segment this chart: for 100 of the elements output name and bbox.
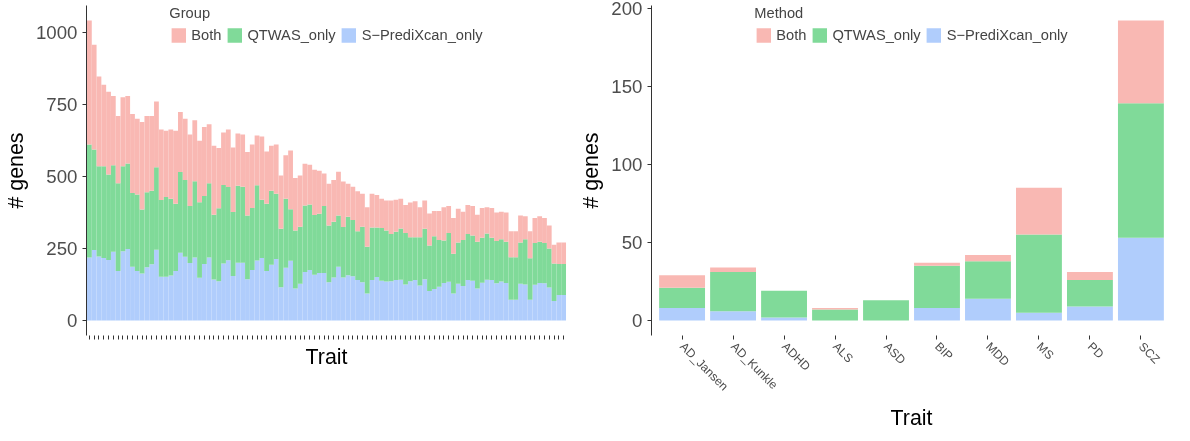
bar xyxy=(235,262,241,321)
y-tick-label: 200 xyxy=(611,0,643,19)
bar xyxy=(91,250,97,321)
bar xyxy=(412,201,418,238)
bar xyxy=(1066,272,1113,280)
bar xyxy=(812,309,858,321)
bar xyxy=(479,208,485,238)
bar xyxy=(441,283,447,321)
bar xyxy=(455,283,461,321)
legend-label: Both xyxy=(776,27,807,43)
bar xyxy=(192,257,198,321)
bar xyxy=(431,289,437,321)
bar xyxy=(1016,312,1062,321)
bar xyxy=(1016,234,1062,313)
bar xyxy=(374,276,380,321)
x-tick-label: MS xyxy=(1034,339,1057,363)
bar xyxy=(489,280,495,321)
bar xyxy=(259,257,265,321)
x-tick-label: BIP xyxy=(932,339,956,364)
y-tick-label: 500 xyxy=(46,165,78,187)
bar xyxy=(659,308,706,321)
bar xyxy=(710,311,757,321)
bar xyxy=(503,283,509,321)
bar xyxy=(388,281,394,321)
bar xyxy=(1117,237,1164,321)
bar xyxy=(659,287,706,308)
bar xyxy=(398,279,404,321)
bar xyxy=(398,198,404,229)
bar xyxy=(914,265,960,308)
bar xyxy=(965,298,1011,321)
legend-label: Both xyxy=(191,27,222,43)
bar xyxy=(556,242,562,264)
bar xyxy=(134,194,140,271)
legend-title: Group xyxy=(169,5,212,21)
bar xyxy=(710,267,757,273)
legend-label: QTWAS_only xyxy=(247,27,336,43)
y-axis-title: # genes xyxy=(579,132,604,209)
bar xyxy=(441,207,447,241)
x-tick-label: ALS xyxy=(830,339,857,366)
bar xyxy=(259,136,265,200)
bar xyxy=(532,284,538,321)
bar xyxy=(101,166,107,258)
bar xyxy=(1066,306,1113,321)
bar xyxy=(350,276,356,321)
bar xyxy=(465,280,471,321)
bar xyxy=(134,270,140,321)
bar xyxy=(489,237,495,281)
bar xyxy=(546,287,552,321)
bar xyxy=(1016,187,1062,235)
bar xyxy=(374,227,380,277)
bar xyxy=(182,256,188,321)
bar xyxy=(965,254,1011,262)
bar xyxy=(710,272,757,312)
bar xyxy=(388,200,394,234)
x-axis-title: Trait xyxy=(305,344,348,369)
legend-label: QTWAS_only xyxy=(832,27,921,43)
bar xyxy=(761,317,807,321)
bar xyxy=(1117,103,1164,238)
bar xyxy=(374,195,380,228)
bar xyxy=(168,198,174,276)
bar xyxy=(914,308,960,321)
y-tick-label: 50 xyxy=(621,231,643,253)
bar xyxy=(388,233,394,282)
y-tick-label: 0 xyxy=(632,310,643,331)
y-tick-label: 100 xyxy=(611,153,643,175)
bar xyxy=(350,220,356,277)
y-tick-label: 750 xyxy=(46,93,78,115)
bar xyxy=(144,267,150,321)
bar xyxy=(1117,20,1164,104)
bar xyxy=(225,260,231,321)
bar xyxy=(479,282,485,321)
x-axis-title: Trait xyxy=(890,406,933,431)
y-tick-label: 150 xyxy=(611,75,643,97)
bar xyxy=(522,284,528,321)
y-tick-label: 0 xyxy=(67,310,78,331)
bar xyxy=(431,236,437,290)
bar xyxy=(125,248,131,321)
legend-title: Method xyxy=(754,5,805,21)
bar xyxy=(1066,279,1113,307)
bar xyxy=(168,275,174,321)
y-tick-label: 1000 xyxy=(36,21,78,43)
bar xyxy=(761,290,807,318)
bar xyxy=(914,262,960,266)
bar xyxy=(206,257,212,321)
bar xyxy=(489,208,495,238)
bar xyxy=(321,272,327,321)
bar xyxy=(398,228,404,280)
bar xyxy=(273,259,279,321)
bar xyxy=(659,275,706,288)
y-axis-title: # genes xyxy=(4,132,28,209)
legend-label: S−PrediXcan_only xyxy=(361,27,483,43)
bar xyxy=(412,280,418,321)
x-tick-label: PD xyxy=(1084,339,1107,362)
bar xyxy=(422,279,428,321)
bar xyxy=(101,257,107,321)
bar xyxy=(307,204,313,271)
bar xyxy=(307,270,313,321)
bar xyxy=(863,300,909,321)
x-tick-label: ASD xyxy=(881,339,909,368)
legend-label: S−PrediXcan_only xyxy=(946,27,1068,43)
